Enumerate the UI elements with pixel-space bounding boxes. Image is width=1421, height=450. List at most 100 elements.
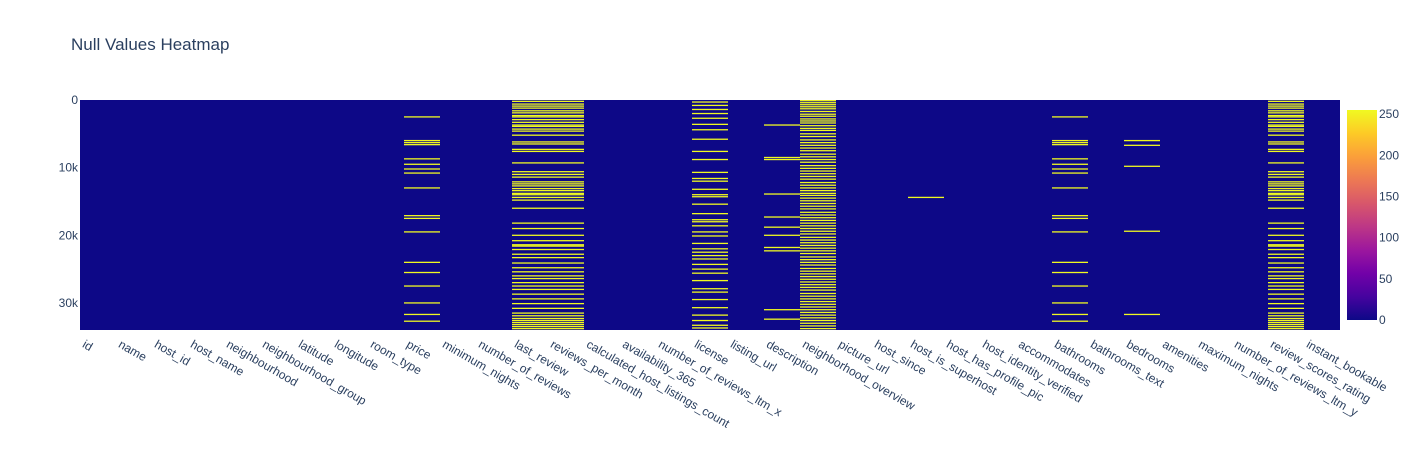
null-cell-price	[404, 320, 440, 322]
null-cell-neighborhood_overview	[800, 247, 836, 249]
null-cell-neighborhood_overview	[800, 211, 836, 213]
null-cell-neighborhood_overview	[800, 167, 836, 169]
null-cell-neighborhood_overview	[800, 317, 836, 319]
null-cell-neighborhood_overview	[800, 173, 836, 175]
null-cell-review_scores_rating	[1268, 293, 1304, 295]
null-cell-last_review	[512, 194, 548, 196]
null-cell-bathrooms	[1052, 320, 1088, 322]
null-cell-review_scores_rating	[1268, 189, 1304, 192]
null-cell-description	[764, 250, 800, 252]
null-cell-reviews_per_month	[548, 189, 584, 192]
null-cell-review_scores_rating	[1268, 248, 1304, 251]
null-cell-reviews_per_month	[548, 207, 584, 209]
null-cell-price	[404, 313, 440, 316]
null-cell-neighborhood_overview	[800, 208, 836, 210]
null-cell-description	[764, 234, 800, 236]
null-cell-reviews_per_month	[548, 234, 584, 236]
null-cell-neighborhood_overview	[800, 319, 836, 322]
null-cell-license	[692, 171, 728, 174]
null-cell-last_review	[512, 134, 548, 136]
null-cell-last_review	[512, 267, 548, 269]
null-cell-license	[692, 158, 728, 161]
null-cell-last_review	[512, 293, 548, 295]
null-cell-description	[764, 216, 800, 218]
null-cell-neighborhood_overview	[800, 194, 836, 197]
null-cell-neighborhood_overview	[800, 239, 836, 241]
null-cell-neighborhood_overview	[800, 289, 836, 291]
null-cell-bathrooms	[1052, 163, 1088, 165]
null-cell-bathrooms	[1052, 302, 1088, 304]
null-cell-neighborhood_overview	[800, 175, 836, 178]
null-cell-review_scores_rating	[1268, 100, 1304, 103]
null-cell-reviews_per_month	[548, 262, 584, 264]
null-cell-review_scores_rating	[1268, 181, 1304, 183]
null-cell-neighborhood_overview	[800, 125, 836, 127]
null-cell-last_review	[512, 240, 548, 242]
null-cell-last_review	[512, 253, 548, 255]
null-cell-price	[404, 261, 440, 264]
null-cell-last_review	[512, 110, 548, 112]
null-cell-last_review	[512, 181, 548, 183]
null-cell-reviews_per_month	[548, 121, 584, 123]
null-cell-license	[692, 324, 728, 326]
null-cell-neighborhood_overview	[800, 192, 836, 195]
null-cell-last_review	[512, 118, 548, 121]
null-cell-reviews_per_month	[548, 319, 584, 322]
null-cell-neighborhood_overview	[800, 150, 836, 152]
null-cell-neighborhood_overview	[800, 327, 836, 330]
null-cell-reviews_per_month	[548, 321, 584, 324]
null-cell-license	[692, 138, 728, 140]
null-cell-neighborhood_overview	[800, 104, 836, 106]
null-cell-review_scores_rating	[1268, 325, 1304, 328]
null-cell-description	[764, 318, 800, 320]
null-cell-reviews_per_month	[548, 183, 584, 185]
null-cell-license	[692, 104, 728, 107]
null-cell-review_scores_rating	[1268, 134, 1304, 136]
null-cell-neighborhood_overview	[800, 325, 836, 327]
null-cell-price	[404, 172, 440, 174]
null-cell-neighborhood_overview	[800, 242, 836, 244]
null-cell-license	[692, 203, 728, 205]
null-cell-review_scores_rating	[1268, 277, 1304, 280]
null-cell-neighborhood_overview	[800, 250, 836, 252]
null-cell-reviews_per_month	[548, 298, 584, 300]
colorbar-tick-label: 50	[1379, 272, 1393, 286]
null-cell-bathrooms	[1052, 158, 1088, 160]
null-cell-last_review	[512, 124, 548, 126]
null-cell-review_scores_rating	[1268, 124, 1304, 126]
null-cell-neighborhood_overview	[800, 230, 836, 232]
null-cell-neighborhood_overview	[800, 217, 836, 219]
null-cell-review_scores_rating	[1268, 271, 1304, 273]
null-cell-reviews_per_month	[548, 141, 584, 143]
null-cell-neighborhood_overview	[800, 106, 836, 108]
null-cell-review_scores_rating	[1268, 327, 1304, 330]
null-cell-last_review	[512, 302, 548, 305]
null-cell-review_scores_rating	[1268, 128, 1304, 130]
null-cell-last_review	[512, 245, 548, 247]
null-cell-reviews_per_month	[548, 293, 584, 295]
null-cell-bathrooms	[1052, 285, 1088, 287]
null-cell-neighborhood_overview	[800, 141, 836, 144]
null-cell-reviews_per_month	[548, 150, 584, 153]
colorbar-tick-label: 150	[1379, 189, 1399, 203]
null-cell-last_review	[512, 199, 548, 201]
null-cell-neighborhood_overview	[800, 113, 836, 115]
null-cell-description	[764, 246, 800, 249]
null-cell-reviews_per_month	[548, 134, 584, 136]
null-cell-neighborhood_overview	[800, 100, 836, 102]
null-cell-last_review	[512, 143, 548, 145]
null-cell-last_review	[512, 323, 548, 326]
null-cell-license	[692, 248, 728, 250]
null-cell-last_review	[512, 112, 548, 114]
null-cell-review_scores_rating	[1268, 141, 1304, 143]
null-cell-neighborhood_overview	[800, 115, 836, 117]
null-cell-review_scores_rating	[1268, 262, 1304, 264]
null-cell-last_review	[512, 317, 548, 320]
null-cell-last_review	[512, 100, 548, 103]
null-cell-reviews_per_month	[548, 114, 584, 117]
null-cell-review_scores_rating	[1268, 307, 1304, 310]
null-cell-review_scores_rating	[1268, 173, 1304, 176]
null-cell-neighborhood_overview	[800, 161, 836, 163]
null-cell-reviews_per_month	[548, 317, 584, 320]
null-cell-reviews_per_month	[548, 194, 584, 196]
